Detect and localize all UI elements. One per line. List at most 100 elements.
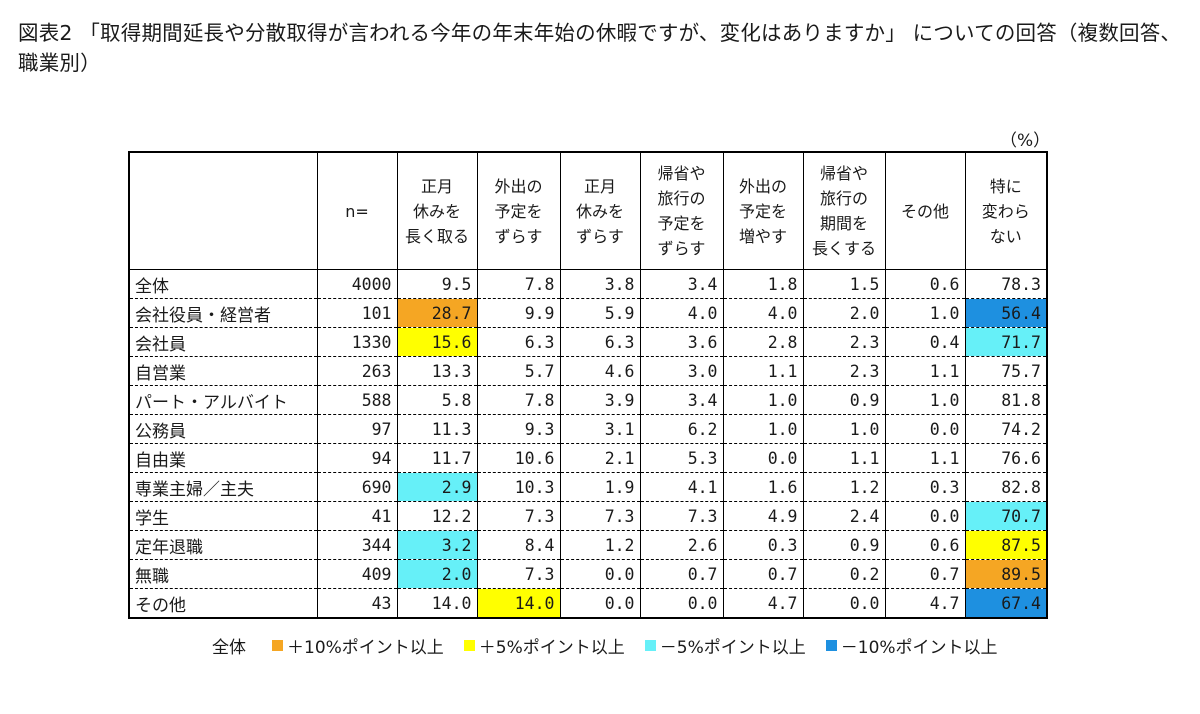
- table-row: 会社員 1330 15.6 6.3 6.3 3.6 2.8 2.3 0.4 71.7: [128, 327, 1048, 357]
- column-header: 帰省や 旅行の 期間を 長くする: [802, 151, 886, 270]
- sample-size-cell: 263: [316, 356, 398, 386]
- table-row: 定年退職 344 3.2 8.4 1.2 2.6 0.3 0.9 0.6 87.5: [128, 530, 1048, 560]
- table-row: 会社役員・経営者 101 28.7 9.9 5.9 4.0 4.0 2.0 1.0 56.4: [128, 298, 1048, 328]
- value-cell: 0.7: [722, 559, 804, 589]
- value-cell: 0.9: [802, 385, 886, 415]
- row-label: 会社役員・経営者: [128, 298, 318, 328]
- column-header-line: 旅行の: [819, 189, 868, 208]
- value-cell: 1.0: [884, 298, 966, 328]
- value-cell: 1.1: [722, 356, 804, 386]
- legend-swatch: [272, 640, 283, 651]
- unit-label: （%）: [1000, 131, 1051, 151]
- legend-swatch: [463, 640, 475, 651]
- value-cell: 0.3: [884, 472, 966, 502]
- value-cell: 10.6: [476, 443, 561, 473]
- value-cell: 5.3: [639, 443, 724, 473]
- value-cell: 5.8: [396, 385, 478, 415]
- chart-title: 図表2 「取得期間延長や分散取得が言われる今年の年末年始の休暇ですが、変化はあり…: [18, 21, 1182, 75]
- sample-size-cell: 41: [316, 501, 398, 531]
- row-label: 自由業: [128, 443, 318, 473]
- sample-size-cell: 97: [316, 414, 398, 444]
- column-header-line: ずらす: [494, 226, 543, 246]
- value-cell: 0.0: [559, 588, 641, 619]
- value-cell: 4.7: [884, 588, 966, 619]
- column-header: 帰省や 旅行の 予定を ずらす: [639, 151, 724, 270]
- value-cell: 3.2: [396, 530, 478, 560]
- value-cell: 5.7: [476, 356, 561, 386]
- value-cell: 7.8: [476, 269, 561, 299]
- row-label: 全体: [128, 269, 318, 299]
- value-cell: 0.7: [884, 559, 966, 589]
- value-cell: 0.6: [884, 269, 966, 299]
- sample-size-cell: 690: [316, 472, 398, 502]
- column-header-line: 長く取る: [404, 226, 469, 246]
- legend: 全体 ＋10%ポイント以上 ＋5%ポイント以上 －5%ポイント以上 －10%ポイント以…: [212, 633, 1018, 658]
- header-n: n=: [316, 151, 398, 270]
- value-cell: 2.8: [722, 327, 804, 357]
- value-cell: 7.3: [476, 501, 561, 531]
- column-header-line: 特に: [989, 176, 1022, 196]
- value-cell: 1.0: [802, 414, 886, 444]
- table-row: 自営業 263 13.3 5.7 4.6 3.0 1.1 2.3 1.1 75.7: [128, 356, 1048, 386]
- legend-text: －10%ポイント以上: [840, 638, 998, 658]
- value-cell: 0.0: [802, 588, 886, 619]
- value-cell: 7.3: [639, 501, 724, 531]
- value-cell: 3.0: [639, 356, 724, 386]
- column-header-line: 旅行の: [657, 189, 706, 208]
- legend-swatch: [825, 640, 837, 651]
- value-cell: 1.0: [722, 385, 804, 415]
- value-cell: 0.0: [559, 559, 641, 589]
- column-header-line: 長くする: [811, 239, 876, 258]
- value-cell: 3.1: [559, 414, 641, 444]
- value-cell: 1.9: [559, 472, 641, 502]
- value-cell: 87.5: [964, 530, 1048, 560]
- data-table: n= 正月 休みを 長く取る 外出の 予定を ずらす 正月 休みを ずらす 帰省や 旅行の 予定を ずら…: [128, 151, 1048, 619]
- table-row: パート・アルバイト 588 5.8 7.8 3.9 3.4 1.0 0.9 1.0 81.8: [128, 385, 1048, 415]
- value-cell: 1.8: [722, 269, 804, 299]
- row-label: 専業主婦／主夫: [128, 472, 318, 502]
- value-cell: 7.3: [559, 501, 641, 531]
- value-cell: 0.0: [639, 588, 724, 619]
- value-cell: 2.3: [802, 327, 886, 357]
- value-cell: 3.8: [559, 269, 641, 299]
- sample-size-cell: 409: [316, 559, 398, 589]
- value-cell: 1.6: [722, 472, 804, 502]
- value-cell: 5.9: [559, 298, 641, 328]
- table-row: 公務員 97 11.3 9.3 3.1 6.2 1.0 1.0 0.0 74.2: [128, 414, 1048, 444]
- value-cell: 9.5: [396, 269, 478, 299]
- value-cell: 1.1: [884, 356, 966, 386]
- column-header: 外出の 予定を 増やす: [722, 151, 804, 270]
- value-cell: 0.0: [884, 501, 966, 531]
- row-label: その他: [128, 588, 318, 619]
- value-cell: 4.0: [722, 298, 804, 328]
- value-cell: 75.7: [964, 356, 1048, 386]
- value-cell: 81.8: [964, 385, 1048, 415]
- value-cell: 78.3: [964, 269, 1048, 299]
- table-row: 無職 409 2.0 7.3 0.0 0.7 0.7 0.2 0.7 89.5: [128, 559, 1048, 589]
- value-cell: 0.9: [802, 530, 886, 560]
- column-header-line: 帰省や: [819, 164, 868, 183]
- table-row: その他 43 14.0 14.0 0.0 0.0 4.7 0.0 4.7 67.4: [128, 588, 1048, 619]
- row-label: 自営業: [128, 356, 318, 386]
- legend-text: ＋5%ポイント以上: [478, 638, 625, 658]
- value-cell: 76.6: [964, 443, 1048, 473]
- row-label: 学生: [128, 501, 318, 531]
- column-header-line: 休みを: [575, 201, 624, 221]
- value-cell: 89.5: [964, 559, 1048, 589]
- sample-size-cell: 94: [316, 443, 398, 473]
- value-cell: 15.6: [396, 327, 478, 357]
- header-row: n= 正月 休みを 長く取る 外出の 予定を ずらす 正月 休みを ずらす 帰省や 旅行の 予定を ずら…: [128, 151, 1048, 270]
- column-header-line: 正月: [420, 176, 453, 196]
- value-cell: 3.6: [639, 327, 724, 357]
- value-cell: 3.4: [639, 269, 724, 299]
- legend-item: ＋10%ポイント以上: [272, 633, 444, 658]
- value-cell: 28.7: [396, 298, 478, 328]
- value-cell: 7.3: [476, 559, 561, 589]
- value-cell: 11.3: [396, 414, 478, 444]
- value-cell: 82.8: [964, 472, 1048, 502]
- sample-size-cell: 4000: [316, 269, 398, 299]
- column-header-line: ずらす: [657, 239, 706, 258]
- value-cell: 0.0: [722, 443, 804, 473]
- value-cell: 2.0: [396, 559, 478, 589]
- sample-size-cell: 101: [316, 298, 398, 328]
